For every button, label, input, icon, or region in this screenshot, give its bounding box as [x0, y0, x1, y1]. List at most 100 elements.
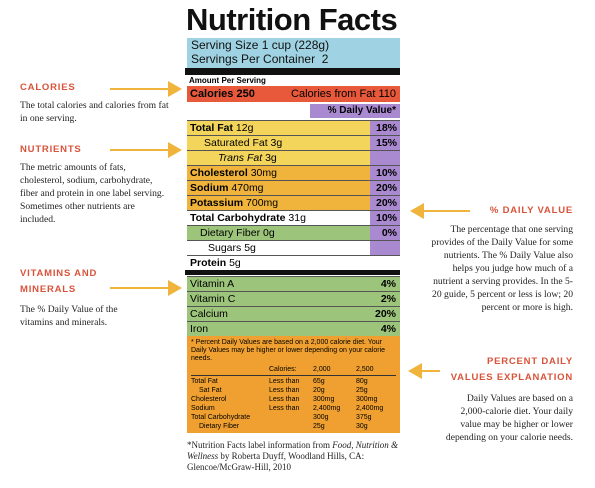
nutrient-name: Sodium: [190, 182, 229, 194]
vitamin-row: Iron 4%: [187, 321, 400, 336]
nutrient-name: Dietary Fiber: [200, 227, 261, 239]
nutrient-amount: 3g: [270, 137, 283, 149]
vitamin-dv: 2%: [380, 293, 396, 305]
nutrient-amount: 3g: [265, 152, 277, 164]
nutrient-name: Total Fat: [190, 122, 233, 134]
table-cell: 300mg: [313, 396, 335, 403]
annotation-text: The metric amounts of fats, cholesterol,…: [20, 162, 165, 225]
nutrient-name: Trans Fat: [218, 152, 263, 164]
amount-per-serving: Amount Per Serving: [189, 76, 266, 85]
table-cell: Total Carbohydrate: [191, 414, 251, 421]
annotation-text: The % Daily Value of the vitamins and mi…: [20, 304, 118, 328]
nutrient-row: Total Carbohydrate 31g 10%: [187, 210, 400, 225]
vitamin-dv: 4%: [380, 278, 396, 290]
daily-value: 0%: [370, 225, 400, 240]
calories-row: Calories 250 Calories from Fat 110: [187, 86, 400, 102]
calories: Calories 250: [190, 88, 255, 100]
vitamin-name: Vitamin A: [190, 278, 235, 290]
table-cell: 65g: [313, 378, 325, 385]
nutrient-amount: 31g: [288, 212, 306, 224]
annotation-heading: CALORIES: [20, 82, 76, 93]
daily-value: 10%: [370, 165, 400, 180]
nutrient-text: Potassium 700mg: [190, 196, 278, 211]
table-cell: 25g: [313, 423, 325, 430]
nutrient-name: Protein: [190, 257, 227, 269]
table-cell: Dietary Fiber: [199, 423, 240, 430]
table-cell: 300mg: [356, 396, 378, 403]
nutrient-text: Dietary Fiber 0g: [200, 226, 275, 241]
nutrient-name: Cholesterol: [190, 167, 248, 179]
nutrient-name: Saturated Fat: [204, 137, 268, 149]
serving-size: Serving Size 1 cup (228g): [191, 38, 330, 52]
table-cell: Less than: [269, 396, 300, 403]
table-cell: 30g: [356, 423, 368, 430]
daily-value: [370, 150, 400, 165]
table-cell: 80g: [356, 378, 368, 385]
daily-value: 20%: [370, 180, 400, 195]
nutrient-name: Total Carbohydrate: [190, 212, 286, 224]
table-cell: 2,400mg: [313, 405, 341, 412]
table-cell: 300g: [313, 414, 329, 421]
table-rule: [191, 375, 396, 376]
nutrient-amount: 5g: [229, 257, 241, 269]
vitamin-name: Vitamin C: [190, 293, 236, 305]
table-header: 2,500: [356, 366, 374, 373]
nutrient-row: Cholesterol 30mg 10%: [187, 165, 400, 180]
annotation-text: The total calories and calories from fat…: [20, 100, 169, 124]
annotation-heading: PERCENT DAILY VALUES EXPLANATION: [450, 356, 573, 383]
servings-per-container: Servings Per Container 2: [191, 52, 329, 66]
nutrient-row: Dietary Fiber 0g 0%: [187, 225, 400, 240]
nutrient-row: Sodium 470mg 20%: [187, 180, 400, 195]
vitamin-row: Vitamin C 2%: [187, 291, 400, 306]
nutrient-text: Sugars 5g: [208, 241, 256, 256]
vitamin-name: Iron: [190, 323, 209, 335]
table-cell: Sodium: [191, 405, 215, 412]
vitamin-name: Calcium: [190, 308, 228, 320]
nutrient-amount: 12g: [235, 122, 254, 134]
nutrient-text: Total Fat 12g: [190, 121, 253, 136]
daily-value: 10%: [370, 210, 400, 225]
source-suffix: by Roberta Duyff, Woodland Hills, CA: Gl…: [187, 451, 365, 472]
nutrient-text: Saturated Fat 3g: [204, 136, 282, 151]
annotation-heading: NUTRIENTS: [20, 144, 82, 155]
daily-value: 15%: [370, 135, 400, 150]
vitamin-dv: 4%: [380, 323, 396, 335]
nutrient-text: Trans Fat 3g: [218, 151, 277, 166]
label-title: Nutrition Facts: [186, 2, 398, 37]
nutrient-row: Trans Fat 3g: [187, 150, 400, 165]
table-cell: Less than: [269, 387, 300, 394]
nutrient-row: Saturated Fat 3g 15%: [187, 135, 400, 150]
footnote-box: * Percent Daily Values are based on a 2,…: [187, 336, 400, 433]
annotation-text: Daily Values are based on a 2,000-calori…: [445, 393, 573, 443]
nutrient-amount: 5g: [244, 242, 256, 254]
vitamin-row: Vitamin A 4%: [187, 276, 400, 291]
nutrient-amount: 470mg: [231, 182, 264, 194]
table-cell: Less than: [269, 405, 300, 412]
nutrient-row: Potassium 700mg 20%: [187, 195, 400, 210]
nutrient-text: Protein 5g: [190, 256, 241, 271]
daily-value: 20%: [370, 195, 400, 210]
nutrient-amount: 0g: [263, 227, 275, 239]
table-cell: 2,400mg: [356, 405, 384, 412]
table-cell: Sat Fat: [199, 387, 222, 394]
daily-value: [370, 240, 400, 255]
table-cell: 20g: [313, 387, 325, 394]
divider: [185, 270, 400, 275]
calories-from-fat: Calories from Fat 110: [291, 88, 396, 100]
footnote: * Percent Daily Values are based on a 2,…: [191, 339, 386, 362]
daily-value: 18%: [370, 120, 400, 135]
nutrient-name: Sugars: [208, 242, 242, 254]
nutrient-amount: 30mg: [250, 167, 277, 179]
source: *Nutrition Facts label information from …: [187, 440, 427, 473]
footnote-table: Calories: 2,000 2,500 Total Fat Less than 65g…: [191, 363, 396, 433]
vitamin-dv: 20%: [374, 308, 396, 320]
nutrient-row: Protein 5g: [187, 255, 400, 270]
nutrient-text: Total Carbohydrate 31g: [190, 211, 306, 226]
nutrient-text: Cholesterol 30mg: [190, 166, 277, 181]
nutrient-row: Sugars 5g: [187, 240, 400, 255]
table-header: 2,000: [313, 366, 331, 373]
divider: [185, 68, 400, 75]
annotation-heading: VITAMINS AND MINERALS: [20, 268, 98, 295]
